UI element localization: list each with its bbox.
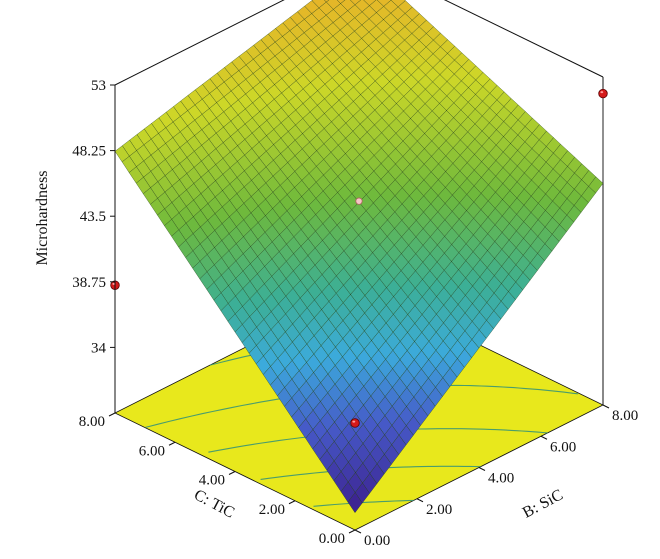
back-top-edge-left	[114, 0, 285, 86]
x-axis-title: C: TiC	[191, 486, 237, 521]
z-tick-label: 34	[91, 340, 107, 356]
y-tick-label: 4.00	[488, 471, 514, 487]
x-tick-label: 4.00	[199, 473, 225, 489]
y-tick-mark	[540, 435, 548, 440]
x-tick-mark	[108, 412, 116, 417]
z-axis-title: Microhardness	[34, 170, 51, 265]
y-tick-label: 6.00	[550, 439, 576, 455]
y-tick-label: 0.00	[364, 533, 390, 549]
x-tick-mark	[348, 529, 356, 534]
y-tick-label: 2.00	[426, 502, 452, 518]
y-axis-title: B: SiC	[520, 486, 566, 521]
z-tick-label: 38.75	[72, 275, 106, 291]
response-surface	[114, 0, 604, 514]
y-tick-mark	[478, 467, 486, 471]
x-tick-label: 0.00	[319, 531, 345, 547]
tick-labels: 34 38.75 43.5 48.25 53 0.00 2.00 4.00 6.00 8.00 0.…	[72, 78, 638, 549]
z-tick-label: 53	[91, 78, 106, 94]
design-point-highlight-1	[600, 91, 604, 94]
z-tick-label: 48.25	[72, 144, 106, 160]
design-point-1	[598, 88, 608, 99]
floor-contour-0	[313, 499, 414, 507]
y-tick-mark	[416, 498, 424, 503]
x-tick-label: 8.00	[79, 414, 105, 430]
y-tick-label: 8.00	[612, 408, 638, 424]
z-tick-label: 43.5	[80, 209, 106, 225]
x-tick-label: 6.00	[139, 443, 165, 459]
surface-cell	[347, 492, 363, 514]
x-tick-mark	[228, 471, 236, 475]
back-top-edge-right	[443, 0, 604, 78]
y-tick-mark	[354, 529, 362, 534]
x-tick-mark	[288, 500, 296, 505]
surface-cell	[336, 0, 346, 4]
x-tick-mark	[168, 441, 176, 446]
design-point-2	[355, 197, 363, 205]
surface-cell	[323, 0, 330, 3]
design-point-highlight-4	[352, 420, 356, 423]
y-tick-mark	[602, 404, 610, 409]
design-point-4	[350, 418, 360, 428]
x-tick-label: 2.00	[259, 502, 285, 518]
